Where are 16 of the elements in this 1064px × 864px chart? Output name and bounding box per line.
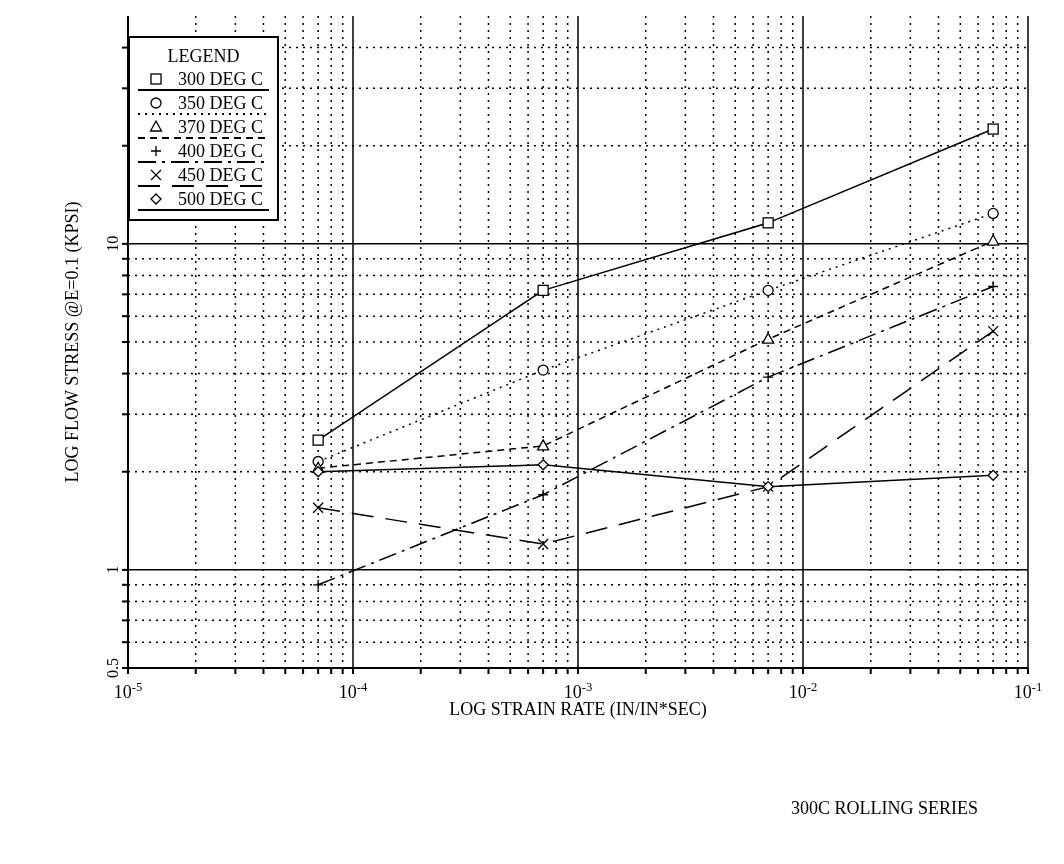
- x-tick-label: 10$^{-2}$: [788, 680, 818, 702]
- legend-title: LEGEND: [166, 46, 241, 67]
- text: 300C ROLLING SERIES: [790, 798, 978, 819]
- y-tick-label: 0.5: [104, 658, 121, 678]
- x-tick-label: 10$^{-5}$: [113, 680, 143, 702]
- legend-label: 450 DEG C: [178, 164, 263, 186]
- y-tick-label: 1: [104, 565, 121, 574]
- x-tick-label: 10$^{-1}$: [1013, 680, 1043, 702]
- legend-label: 500 DEG C: [178, 188, 263, 210]
- legend-label: 400 DEG C: [178, 140, 263, 162]
- legend-label: 370 DEG C: [178, 116, 263, 138]
- legend-label: 300 DEG C: [178, 68, 263, 90]
- y-axis-title: LOG FLOW STRESS @E=0.1 (KPSI): [62, 201, 84, 483]
- legend-label: 350 DEG C: [178, 92, 263, 114]
- y-tick-label: 10: [104, 235, 121, 252]
- x-tick-label: 10$^{-4}$: [338, 680, 368, 702]
